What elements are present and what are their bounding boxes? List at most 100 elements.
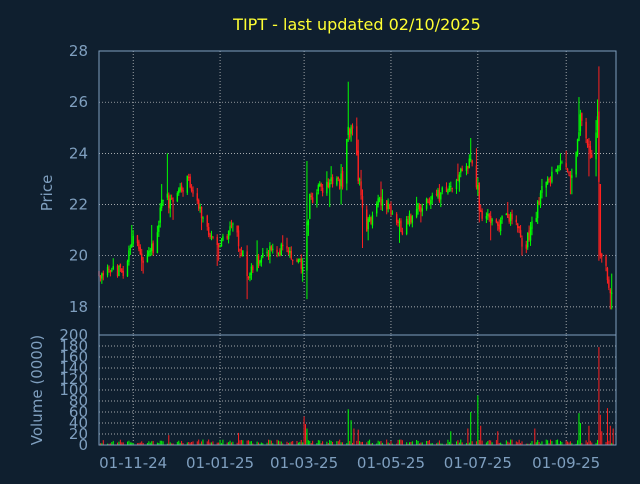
candle-body: [101, 273, 103, 279]
candle-body: [200, 206, 203, 218]
candle-body: [106, 267, 109, 276]
candle-body: [227, 230, 230, 239]
candle-body: [216, 237, 218, 246]
candle-body: [491, 219, 493, 222]
candle-body: [329, 182, 331, 188]
candle-body: [236, 226, 238, 233]
candle-body: [250, 266, 253, 275]
candle-body: [348, 129, 351, 138]
candle-body: [556, 169, 559, 171]
candle-body: [398, 221, 401, 224]
candle-body: [441, 187, 443, 192]
volume-tick-label: 180: [59, 337, 88, 355]
candle-body: [126, 261, 129, 277]
candle-body: [565, 163, 567, 168]
candle-body: [575, 152, 577, 175]
candle-body: [158, 225, 160, 232]
candle-body: [129, 248, 132, 250]
candle-body: [326, 181, 328, 194]
candle-body: [358, 179, 361, 181]
candle-body: [259, 260, 261, 264]
candle-body: [515, 219, 518, 223]
candle-body: [301, 267, 304, 273]
volume-tick-label: 160: [59, 348, 88, 366]
candle-body: [226, 235, 228, 239]
price-tick-label: 28: [69, 42, 88, 60]
candle-body: [545, 181, 547, 188]
candle-body: [405, 218, 408, 235]
candle-body: [112, 266, 114, 269]
candle-body: [138, 241, 140, 249]
candle-body: [378, 198, 381, 200]
candle-body: [437, 189, 439, 197]
candle-body: [232, 223, 234, 225]
candle-body: [338, 179, 341, 189]
candle-body: [202, 217, 204, 219]
candle-body: [611, 292, 613, 294]
candle-body: [488, 214, 490, 218]
candle-body: [186, 175, 189, 193]
candle-body: [176, 193, 179, 202]
volume-panel-frame: [98, 334, 617, 446]
candle-body: [146, 254, 149, 263]
candle-body: [209, 234, 211, 238]
candle-body: [299, 258, 301, 260]
candle-body: [337, 176, 339, 180]
candle-body: [380, 196, 382, 206]
candle-body: [368, 216, 371, 221]
candle-body: [242, 250, 244, 257]
candle-body: [172, 199, 174, 202]
candle-body: [310, 195, 312, 198]
candle-body: [360, 181, 362, 196]
chart-title: TIPT - last updated 02/10/2025: [232, 15, 481, 34]
candle-body: [498, 224, 500, 230]
candle-body: [136, 235, 139, 244]
candle-body: [351, 125, 354, 129]
candle-body: [367, 218, 369, 230]
candle-body: [475, 165, 478, 188]
candle-body: [212, 236, 214, 238]
candle-body: [526, 232, 529, 248]
candle-body: [376, 203, 378, 214]
candle-body: [467, 166, 469, 169]
candle-body: [528, 230, 530, 240]
candle-body: [440, 192, 442, 200]
candle-body: [555, 169, 557, 172]
candle-body: [568, 172, 570, 174]
candle-body: [450, 186, 452, 188]
candle-body: [569, 174, 572, 177]
volume-tick-label: 40: [69, 414, 88, 432]
candle-body: [606, 268, 609, 281]
candle-body: [561, 162, 563, 164]
candle-body: [217, 243, 220, 248]
candle-body: [541, 185, 543, 193]
candle-body: [431, 195, 433, 200]
price-tick-label: 26: [69, 93, 88, 111]
candle-body: [371, 215, 374, 226]
candle-body: [300, 258, 302, 269]
candle-body: [297, 259, 300, 262]
candle-body: [219, 245, 221, 248]
candle-body: [260, 258, 263, 263]
volume-tick-label: 140: [59, 359, 88, 377]
candle-body: [189, 176, 191, 188]
price-axis-ticks: 18 20 22 24 26 28: [69, 42, 88, 316]
candle-body: [347, 126, 349, 136]
candle-body: [192, 190, 194, 194]
candle-body: [428, 202, 431, 204]
candle-body: [131, 243, 133, 248]
candle-body: [525, 244, 527, 249]
candle-body: [190, 187, 193, 192]
candle-body: [430, 199, 432, 205]
candle-body: [149, 250, 151, 252]
candle-body: [321, 187, 324, 193]
candle-body: [451, 187, 453, 189]
candle-body: [479, 210, 482, 212]
candle-body: [289, 250, 291, 253]
candle-body: [169, 198, 171, 209]
candle-body: [508, 217, 510, 222]
candle-body: [162, 199, 164, 201]
candle-body: [595, 132, 597, 160]
candle-body: [121, 268, 123, 272]
